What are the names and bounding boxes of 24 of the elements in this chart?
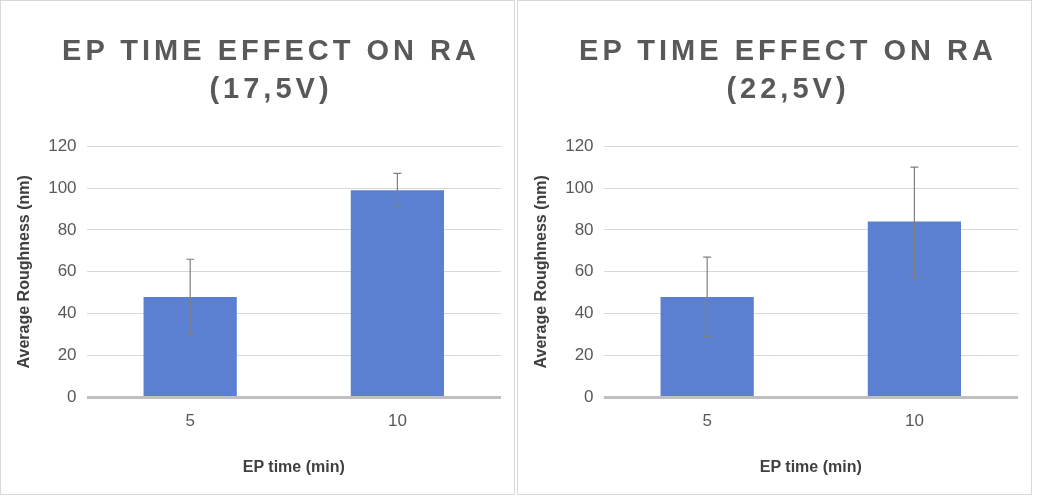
y-axis-title: Average Roughness (nm): [532, 175, 550, 369]
y-tick-label: 20: [574, 345, 594, 365]
y-tick-label: 0: [67, 387, 77, 407]
y-tick-label: 60: [57, 261, 77, 281]
y-tick-label: 80: [574, 219, 594, 239]
y-tick-label: 100: [48, 177, 77, 197]
y-tick-label: 0: [584, 387, 594, 407]
x-axis-title: EP time (min): [242, 457, 345, 475]
y-tick-label: 120: [565, 135, 594, 155]
y-tick-label: 40: [574, 303, 594, 323]
y-tick-label: 120: [48, 135, 77, 155]
y-tick-label: 20: [57, 345, 77, 365]
x-tick-label: 5: [185, 411, 195, 431]
y-tick-label: 60: [574, 261, 594, 281]
x-tick-label: 5: [702, 411, 712, 431]
y-axis-title: Average Roughness (nm): [15, 175, 33, 369]
x-axis-title: EP time (min): [759, 457, 862, 475]
y-tick-label: 100: [565, 177, 594, 197]
x-tick-label: 10: [904, 411, 924, 431]
x-tick-label: 10: [387, 411, 407, 431]
chart-title: EP TIME EFFECT ON RA (17,5V): [61, 33, 481, 106]
y-tick-label: 80: [57, 219, 77, 239]
y-tick-label: 40: [57, 303, 77, 323]
chart-title: EP TIME EFFECT ON RA (22,5V): [578, 33, 998, 106]
